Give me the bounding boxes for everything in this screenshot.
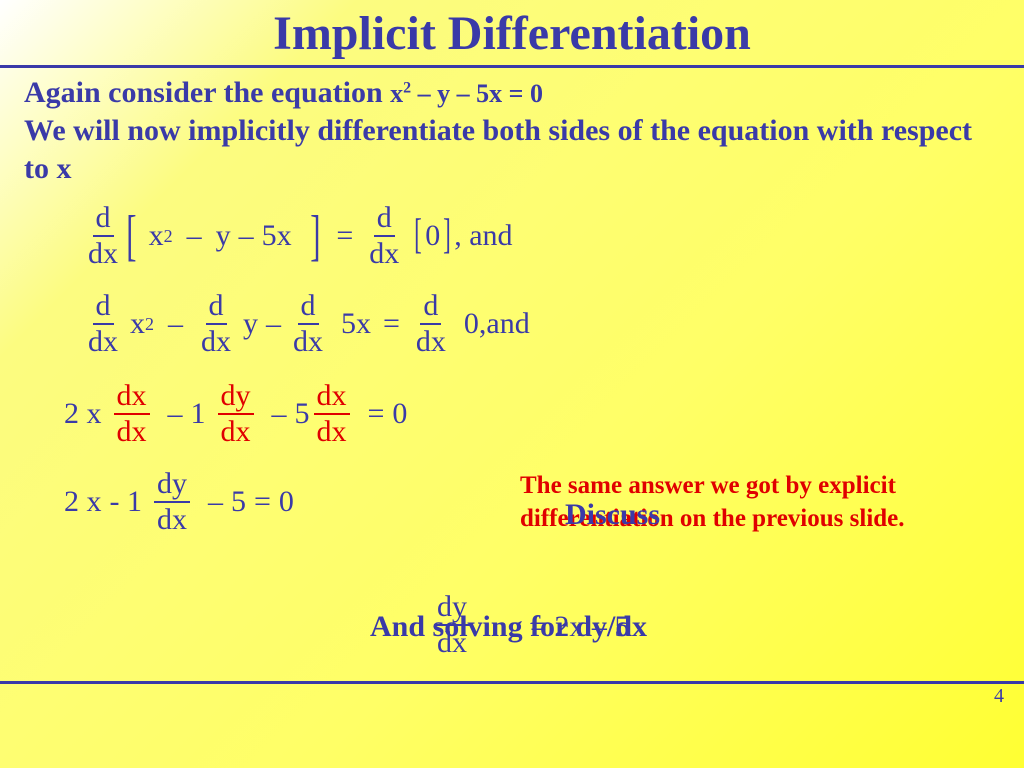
left-bracket: [ [126,214,136,259]
content-area: Again consider the equation x2 – y – 5x … [0,68,1024,535]
equation-row-3: 2 x dxdx – 1 dydx – 5 dxdx = 0 [64,381,1000,447]
eq-x: x [390,79,403,108]
page-number: 4 [994,685,1004,708]
intro-again: Again consider the equation [24,76,383,109]
equation-row-2: ddx x2 – ddx y – ddx 5x = ddx 0, and [84,291,1000,357]
dydx-frac-2: dydx [154,469,190,535]
overlay-discuss: Discuss [565,498,660,532]
equation-row-1: d dx [ x2 – y – 5x ] = d dx [ 0 ] , and [84,203,1000,269]
intro-line-1: Again consider the equation x2 – y – 5x … [24,76,1000,110]
bottom-divider [0,681,1024,684]
dydx-frac: dydx [218,381,254,447]
eq-sup: 2 [403,79,411,96]
overlay-equals-2x5: = 2x – 5 [530,610,629,644]
dxdx-frac: dxdx [114,381,150,447]
eq-rest: – y – 5x = 0 [411,79,543,108]
intro-line-2: We will now implicitly differentiate bot… [24,112,1000,187]
title-bar: Implicit Differentiation [0,0,1024,65]
page-title: Implicit Differentiation [0,6,1024,61]
dxdx-frac-2: dxdx [314,381,350,447]
ddx-frac-2: d dx [369,203,399,269]
right-bracket: ] [310,214,320,259]
ddx-frac: d dx [88,203,118,269]
